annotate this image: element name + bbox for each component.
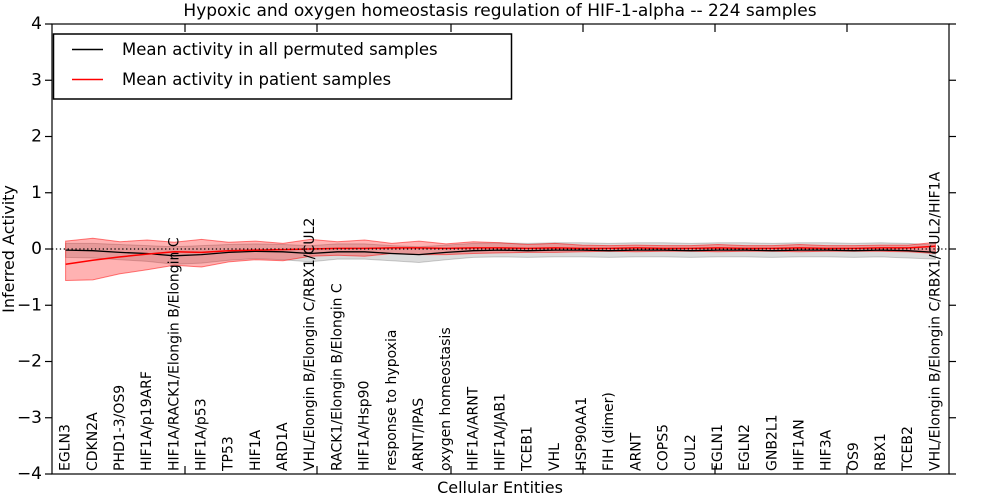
x-category-label: VHL/Elongin B/Elongin C/RBX1/CUL2/HIF1A — [927, 171, 943, 471]
y-tick-label: 3 — [31, 70, 42, 90]
x-category-label: ARNT — [628, 432, 644, 471]
x-category-label: response to hypoxia — [384, 330, 400, 471]
axis-ticks — [45, 23, 956, 475]
x-axis-label: Cellular Entities — [437, 478, 563, 497]
confidence-bands — [65, 237, 936, 282]
permuted-mean-line — [65, 249, 936, 257]
chart-title: Hypoxic and oxygen homeostasis regulatio… — [183, 1, 816, 21]
y-tick-label: −4 — [17, 464, 42, 484]
x-category-label: ARD1A — [275, 422, 291, 471]
legend-entry-permuted: Mean activity in all permuted samples — [122, 40, 438, 59]
y-tick-labels: 4 3 2 1 0 −1 −2 −3 −4 — [17, 14, 42, 484]
x-category-label: ARNT/IPAS — [411, 398, 427, 471]
x-category-label: HIF3A — [819, 429, 835, 471]
x-category-label: oxygen homeostasis — [438, 327, 454, 471]
x-category-label: HIF1A — [248, 429, 264, 471]
y-tick-label: −1 — [17, 295, 42, 315]
legend-entry-patient: Mean activity in patient samples — [122, 70, 391, 89]
x-category-label: HIF1AN — [792, 419, 808, 471]
x-category-label: HIF1A/p53 — [194, 398, 210, 471]
x-category-label: VHL/Elongin B/Elongin C/RBX1/CUL2 — [302, 218, 318, 471]
x-category-label: RACK1/Elongin B/Elongin C — [329, 283, 345, 471]
x-category-label: HIF1A/p19ARF — [139, 371, 155, 471]
x-category-label: HIF1A/JAB1 — [493, 393, 509, 471]
x-category-label: GNB2L1 — [764, 414, 780, 471]
x-category-label: EGLN1 — [710, 424, 726, 471]
patient-mean-line — [65, 245, 936, 265]
x-category-label: PHD1-3/OS9 — [112, 385, 128, 471]
x-category-label: TCEB1 — [520, 426, 536, 472]
x-category-labels: EGLN3 CDKN2A PHD1-3/OS9 HIF1A/p19ARF HIF1A/R… — [58, 171, 944, 472]
x-category-label: COPS5 — [656, 424, 672, 471]
x-category-label: FIH (dimer) — [601, 392, 617, 471]
x-category-label: HIF1A/RACK1/Elongin B/Elongin C — [166, 237, 182, 471]
y-tick-label: 4 — [31, 14, 42, 34]
legend: Mean activity in all permuted samples Me… — [52, 33, 513, 100]
x-category-label: EGLN2 — [737, 424, 753, 471]
x-category-label: RBX1 — [873, 433, 889, 471]
x-category-label: HSP90AA1 — [574, 397, 590, 471]
y-tick-label: 0 — [31, 239, 42, 259]
y-tick-label: −3 — [17, 408, 42, 428]
x-category-label: OS9 — [846, 442, 862, 471]
patient-band — [65, 237, 936, 282]
x-category-label: VHL — [547, 443, 563, 471]
x-category-label: CUL2 — [683, 434, 699, 471]
x-category-label: EGLN3 — [58, 424, 74, 471]
x-category-label: HIF1A/Hsp90 — [357, 381, 373, 471]
y-tick-label: 2 — [31, 127, 42, 147]
y-tick-label: 1 — [31, 183, 42, 203]
legend-box — [52, 33, 513, 100]
y-axis-label: Inferred Activity — [0, 185, 18, 313]
x-category-label: TP53 — [221, 436, 237, 472]
series-lines — [65, 245, 936, 265]
y-tick-label: −2 — [17, 352, 42, 372]
x-category-label: TCEB2 — [900, 426, 916, 472]
x-category-label: CDKN2A — [85, 412, 101, 471]
x-category-label: HIF1A/ARNT — [465, 386, 481, 471]
